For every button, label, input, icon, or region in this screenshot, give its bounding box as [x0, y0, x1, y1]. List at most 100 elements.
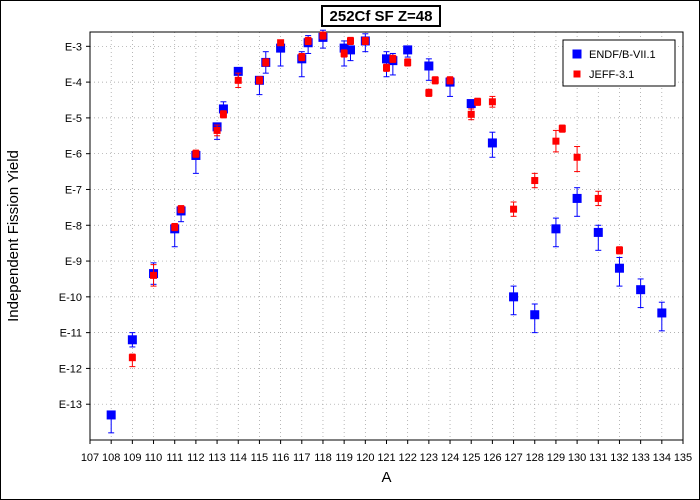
x-tick-label: 123	[420, 452, 438, 464]
data-point	[446, 76, 454, 84]
y-axis: E-3 E-4 E-5 E-6 E-7 E-8 E-9 E-10 E-11 E-12 E-13	[59, 41, 90, 411]
x-tick-label: 128	[526, 452, 544, 464]
x-tick-label: 108	[102, 452, 120, 464]
x-tick-label: 112	[187, 452, 205, 464]
grid	[90, 32, 683, 440]
x-tick-label: 119	[335, 452, 353, 464]
y-tick-label: E-7	[65, 184, 82, 196]
x-tick-label: 121	[377, 452, 395, 464]
data-point	[431, 76, 439, 84]
data-point	[509, 292, 519, 302]
data-point	[219, 110, 227, 118]
y-axis-label: Independent Fission Yield	[5, 150, 22, 322]
data-point	[573, 153, 581, 161]
x-tick-label: 130	[568, 452, 586, 464]
legend-label: JEFF-3.1	[589, 69, 634, 81]
data-point	[404, 58, 412, 66]
data-point	[572, 193, 582, 203]
y-tick-label: E-10	[59, 292, 82, 304]
data-point	[466, 99, 476, 109]
data-point	[345, 45, 355, 55]
data-point	[319, 32, 327, 40]
x-tick-label: 120	[356, 452, 374, 464]
data-point	[383, 64, 390, 72]
y-tick-label: E-6	[65, 149, 82, 161]
data-point	[171, 223, 179, 231]
data-point	[474, 98, 482, 106]
data-point	[403, 45, 413, 55]
legend-marker	[573, 70, 581, 78]
data-point	[552, 137, 560, 145]
x-tick-label: 110	[145, 452, 163, 464]
data-point	[277, 39, 285, 47]
data-point	[128, 354, 136, 362]
x-tick-label: 127	[504, 452, 522, 464]
data-point	[346, 37, 354, 45]
x-tick-label: 115	[251, 452, 269, 464]
data-point	[657, 308, 667, 318]
data-point	[551, 224, 561, 234]
x-axis-label: A	[381, 469, 391, 486]
data-point	[340, 49, 348, 57]
data-point	[530, 310, 540, 320]
data-point	[298, 53, 306, 61]
x-tick-label: 117	[293, 452, 311, 464]
data-point	[593, 227, 603, 237]
data-point	[614, 263, 624, 273]
series-jeff	[128, 31, 623, 368]
data-point	[339, 43, 349, 53]
data-point	[487, 138, 497, 148]
data-point	[106, 410, 116, 420]
y-tick-label: E-5	[65, 113, 82, 125]
data-point	[389, 55, 397, 63]
x-tick-label: 134	[653, 452, 671, 464]
data-point	[636, 285, 646, 295]
x-tick-label: 124	[441, 452, 459, 464]
data-point	[262, 58, 270, 66]
x-tick-label: 129	[547, 452, 565, 464]
series-layer	[106, 29, 667, 434]
legend: ENDF/B-VII.1 JEFF-3.1	[562, 39, 676, 87]
chart-title: 252Cf SF Z=48	[321, 5, 441, 27]
x-tick-label: 118	[314, 452, 332, 464]
data-point	[233, 66, 243, 76]
x-tick-label: 111	[166, 452, 183, 464]
data-point	[424, 61, 434, 71]
x-tick-label: 107	[81, 452, 99, 464]
data-point	[127, 335, 137, 345]
y-tick-label: E-11	[60, 328, 82, 340]
x-tick-label: 132	[610, 452, 628, 464]
data-point	[213, 126, 221, 134]
y-tick-label: E-4	[65, 77, 82, 89]
x-tick-label: 125	[462, 452, 480, 464]
legend-box	[562, 39, 676, 87]
chart-title-text: 252Cf SF Z=48	[329, 7, 433, 25]
y-tick-label: E-8	[65, 220, 82, 232]
data-point	[382, 54, 391, 64]
data-point	[304, 37, 312, 45]
x-tick-label: 113	[208, 452, 226, 464]
data-point	[276, 43, 286, 53]
data-point	[558, 125, 566, 133]
legend-marker	[572, 49, 582, 59]
data-point	[234, 76, 242, 84]
legend-label: ENDF/B-VII.1	[589, 49, 656, 61]
data-point	[150, 271, 158, 279]
data-point	[218, 104, 228, 114]
data-point	[467, 110, 475, 118]
data-point	[255, 76, 263, 84]
data-point	[510, 205, 518, 213]
y-tick-label: E-12	[59, 363, 82, 375]
x-tick-label: 135	[674, 452, 692, 464]
data-point	[425, 89, 433, 97]
x-tick-label: 116	[272, 452, 290, 464]
data-point	[488, 98, 496, 106]
data-point	[361, 37, 369, 45]
data-point	[177, 205, 185, 213]
y-tick-label: E-13	[59, 399, 82, 411]
x-tick-label: 122	[398, 452, 416, 464]
y-tick-label: E-3	[65, 41, 82, 53]
x-tick-label: 126	[483, 452, 501, 464]
data-point	[594, 194, 602, 202]
